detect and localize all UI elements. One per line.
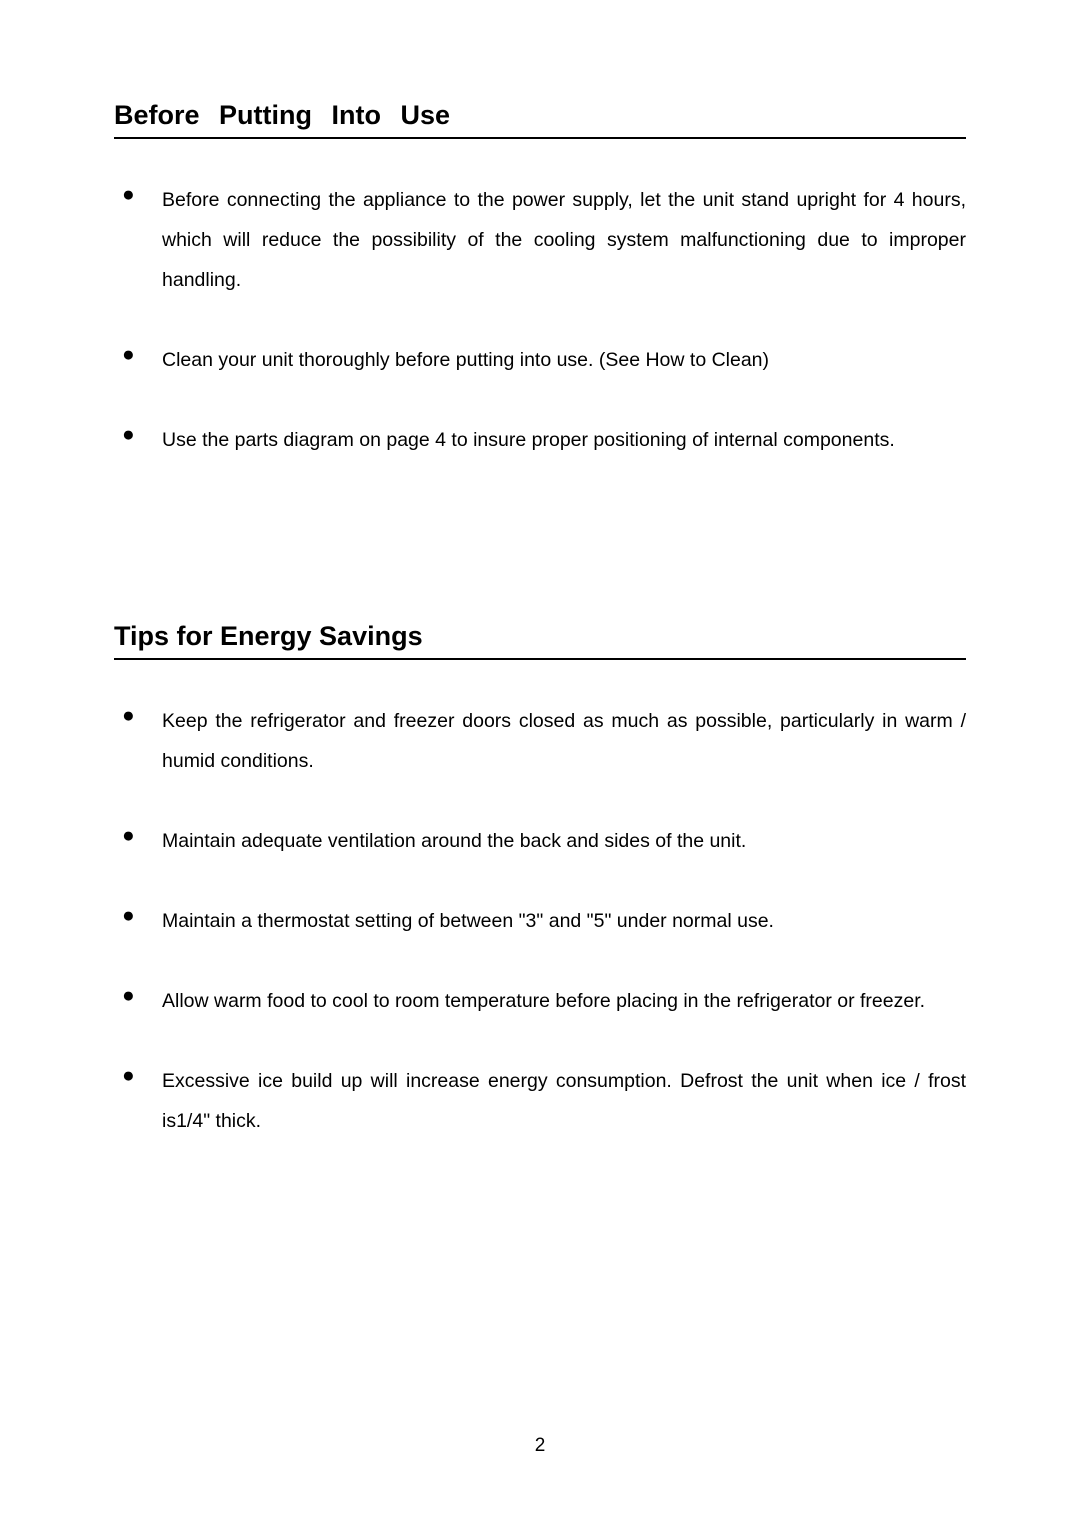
list-item: ● Clean your unit thoroughly before putt… (122, 341, 966, 381)
section-heading: Tips for Energy Savings (114, 621, 966, 660)
list-item: ● Allow warm food to cool to room temper… (122, 982, 966, 1022)
bullet-icon: ● (122, 822, 162, 849)
list-item-text: Before connecting the appliance to the p… (162, 181, 966, 301)
list-item-text: Maintain a thermostat setting of between… (162, 902, 966, 942)
list-item-text: Excessive ice build up will increase ene… (162, 1062, 966, 1142)
list-item: ● Before connecting the appliance to the… (122, 181, 966, 301)
list-item-text: Clean your unit thoroughly before puttin… (162, 341, 966, 381)
bullet-icon: ● (122, 341, 162, 368)
list-item-text: Allow warm food to cool to room temperat… (162, 982, 966, 1022)
section-heading: Before Putting Into Use (114, 100, 966, 139)
bullet-icon: ● (122, 902, 162, 929)
list-item: ● Keep the refrigerator and freezer door… (122, 702, 966, 782)
list-item: ● Maintain adequate ventilation around t… (122, 822, 966, 862)
list-item-text: Maintain adequate ventilation around the… (162, 822, 966, 862)
bullet-icon: ● (122, 421, 162, 448)
list-item-text: Use the parts diagram on page 4 to insur… (162, 421, 966, 461)
list-item: ● Use the parts diagram on page 4 to ins… (122, 421, 966, 461)
bullet-icon: ● (122, 181, 162, 208)
bullet-list-before-use: ● Before connecting the appliance to the… (114, 181, 966, 461)
list-item-text: Keep the refrigerator and freezer doors … (162, 702, 966, 782)
bullet-list-energy-tips: ● Keep the refrigerator and freezer door… (114, 702, 966, 1142)
bullet-icon: ● (122, 702, 162, 729)
page-number: 2 (0, 1435, 1080, 1457)
bullet-icon: ● (122, 1062, 162, 1089)
list-item: ● Excessive ice build up will increase e… (122, 1062, 966, 1142)
section-spacer (114, 501, 966, 621)
list-item: ● Maintain a thermostat setting of betwe… (122, 902, 966, 942)
bullet-icon: ● (122, 982, 162, 1009)
